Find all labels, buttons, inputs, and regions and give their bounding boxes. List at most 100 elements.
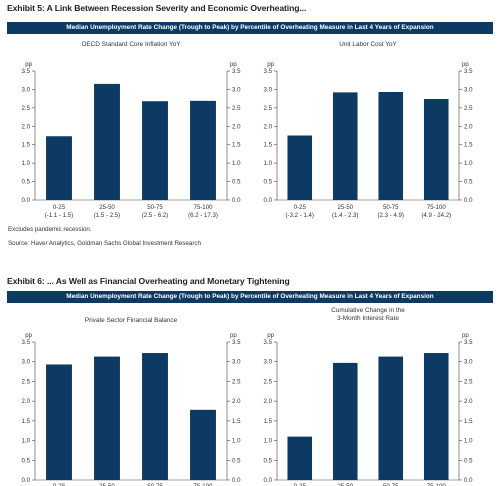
bar [332, 362, 358, 480]
y-tick-label-left: 1.0 [22, 160, 31, 167]
y-tick-label-left: 2.0 [264, 398, 273, 405]
x-range-label: (4.9 - 24.2) [421, 212, 451, 219]
chart-core-inflation: OECD Standard Core Inflation YoY pp pp 0.0 0… [22, 41, 242, 219]
y-tick-label-right: 0.0 [464, 477, 473, 484]
x-tick-label: 75-100 [194, 483, 214, 486]
y-tick-label-right: 1.0 [464, 160, 473, 167]
y-tick-label-left: 2.5 [264, 378, 273, 385]
y-tick-label-left: 2.5 [22, 378, 31, 385]
y-tick-label-right: 1.0 [464, 438, 473, 445]
bar [287, 135, 313, 200]
y-unit-right: pp [230, 61, 237, 68]
x-tick-label: 75-100 [427, 204, 447, 211]
y-tick-label-right: 1.5 [464, 142, 473, 149]
y-tick-label-right: 0.0 [232, 197, 241, 204]
y-unit-left: pp [25, 61, 32, 68]
y-tick-label-left: 2.0 [22, 123, 31, 130]
bar [378, 356, 404, 480]
y-tick-label-right: 3.5 [464, 339, 473, 346]
y-tick-label-left: 1.0 [264, 160, 273, 167]
y-tick-label-left: 2.0 [264, 123, 273, 130]
y-tick-label-left: 2.5 [264, 105, 273, 112]
y-tick-label-left: 2.5 [22, 105, 31, 112]
x-tick-label: 75-100 [427, 483, 447, 486]
y-tick-label-right: 2.5 [464, 378, 473, 385]
bar [142, 101, 168, 200]
y-tick-label-left: 1.0 [264, 438, 273, 445]
y-tick-label-right: 1.5 [232, 418, 241, 425]
y-tick-label-left: 1.5 [22, 418, 31, 425]
y-tick-label-right: 3.5 [232, 339, 241, 346]
y-tick-label-right: 2.0 [464, 123, 473, 130]
note-excludes-pandemic: Excludes pandemic recession. [8, 226, 92, 233]
bar [94, 83, 120, 200]
y-tick-label-left: 3.0 [22, 359, 31, 366]
y-tick-label-left: 3.5 [264, 68, 273, 75]
y-tick-label-left: 3.5 [22, 339, 31, 346]
y-tick-label-right: 0.5 [232, 457, 241, 464]
chart-title: OECD Standard Core Inflation YoY [81, 41, 181, 48]
y-tick-label-left: 0.0 [264, 197, 273, 204]
chart-unit-labor-cost: Unit Labor Cost YoY pp pp 0.0 0.0 0.5 0.5 1.0 1.… [264, 41, 474, 219]
y-tick-label-left: 3.5 [22, 68, 31, 75]
bar [378, 92, 404, 200]
y-unit-right: pp [230, 332, 237, 339]
exhibit-5-banner: Median Unemployment Rate Change (Trough … [7, 22, 493, 34]
y-unit-right: pp [462, 61, 469, 68]
bar [423, 353, 449, 480]
y-tick-label-right: 2.0 [464, 398, 473, 405]
source-note: Source: Haver Analytics, Goldman Sachs G… [8, 240, 201, 247]
chart-title: Private Sector Financial Balance [85, 317, 178, 324]
bar [94, 356, 120, 480]
bar [423, 99, 449, 200]
x-tick-label: 50-75 [147, 483, 163, 486]
y-unit-left: pp [267, 332, 274, 339]
x-tick-label: 50-75 [383, 483, 399, 486]
y-tick-label-right: 0.0 [232, 477, 241, 484]
x-tick-label: 0-25 [294, 204, 307, 211]
y-tick-label-left: 3.5 [264, 339, 273, 346]
y-tick-label-right: 0.5 [464, 179, 473, 186]
bar [332, 92, 358, 200]
y-tick-label-left: 1.0 [22, 438, 31, 445]
bar [287, 436, 313, 480]
y-tick-label-left: 0.5 [22, 457, 31, 464]
x-tick-label: 25-50 [99, 483, 115, 486]
chart-title: Unit Labor Cost YoY [339, 41, 397, 48]
x-range-label: (1.4 - 2.3) [332, 212, 358, 219]
y-tick-label-right: 3.0 [464, 359, 473, 366]
y-tick-label-left: 0.0 [264, 477, 273, 484]
x-range-label: (2.5 - 6.2) [142, 212, 168, 219]
x-tick-label: 0-25 [53, 204, 66, 211]
y-unit-left: pp [25, 332, 32, 339]
exhibit-6-banner: Median Unemployment Rate Change (Trough … [7, 291, 493, 303]
y-tick-label-right: 2.5 [232, 105, 241, 112]
exhibit-6-title: Exhibit 6: ... As Well as Financial Over… [7, 276, 290, 286]
x-range-label: (2.3 - 4.9) [378, 212, 404, 219]
x-range-label: (-3.2 - 1.4) [286, 212, 314, 219]
y-tick-label-right: 1.0 [232, 160, 241, 167]
chart-private-sector-balance: Private Sector Financial Balance pp pp 0.0 0… [22, 317, 242, 486]
x-range-label: (1.5 - 2.5) [94, 212, 120, 219]
y-tick-label-right: 3.0 [464, 86, 473, 93]
y-tick-label-left: 1.5 [264, 142, 273, 149]
x-tick-label: 75-100 [194, 204, 214, 211]
bar [46, 364, 72, 480]
x-tick-label: 50-75 [383, 204, 399, 211]
y-tick-label-right: 0.0 [464, 197, 473, 204]
y-tick-label-right: 1.0 [232, 438, 241, 445]
y-tick-label-left: 3.0 [22, 86, 31, 93]
x-tick-label: 0-25 [294, 483, 307, 486]
y-tick-label-left: 0.5 [264, 179, 273, 186]
y-tick-label-right: 2.5 [232, 378, 241, 385]
y-tick-label-left: 0.0 [22, 477, 31, 484]
y-tick-label-left: 0.5 [264, 457, 273, 464]
y-tick-label-right: 3.0 [232, 359, 241, 366]
y-tick-label-left: 3.0 [264, 86, 273, 93]
x-tick-label: 25-50 [337, 483, 353, 486]
y-tick-label-right: 0.5 [232, 179, 241, 186]
y-tick-label-right: 1.5 [464, 418, 473, 425]
x-tick-label: 25-50 [337, 204, 353, 211]
y-tick-label-right: 2.5 [464, 105, 473, 112]
